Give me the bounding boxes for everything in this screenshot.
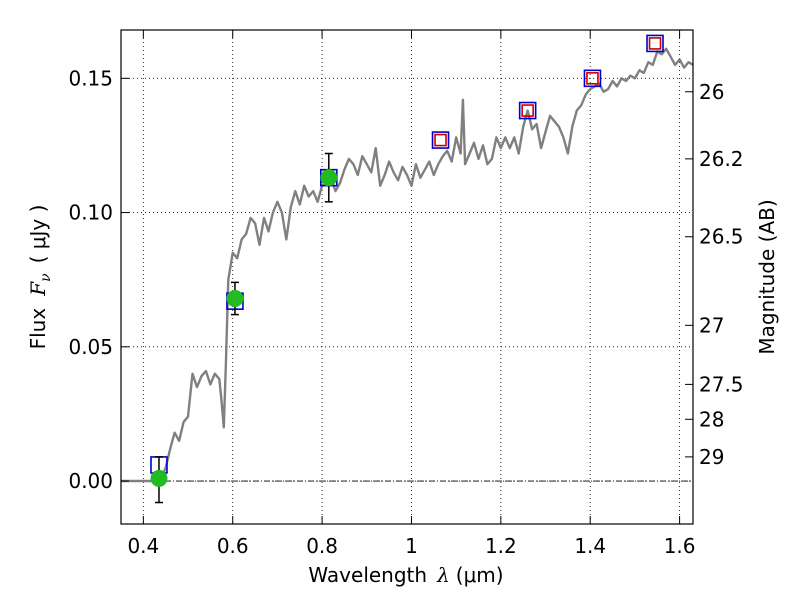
y-axis-ticks: 0.00 0.05 0.10 0.15 bbox=[68, 66, 129, 493]
y-axis-label: Flux Fν ( μJy ) bbox=[26, 205, 54, 350]
y-tick-label: 0.15 bbox=[68, 66, 113, 90]
bandpass-flux-marker bbox=[518, 101, 537, 120]
x-tick-label: 1.4 bbox=[574, 534, 606, 558]
spectrum-line bbox=[121, 47, 693, 483]
magnitude-tick-label: 29 bbox=[699, 445, 724, 469]
y-axis-label-unit: ( μJy ) bbox=[26, 205, 50, 264]
bandpass-flux-marker bbox=[583, 69, 602, 88]
x-tick-label: 0.4 bbox=[127, 534, 159, 558]
y-axis-label-symbol: F bbox=[26, 281, 50, 297]
bandpass-flux-marker bbox=[646, 34, 664, 53]
y-axis-label-subscript: ν bbox=[38, 273, 54, 282]
observed-flux-point bbox=[150, 469, 168, 487]
x-axis-label-symbol: λ bbox=[436, 563, 450, 587]
y-tick-label: 0.00 bbox=[68, 469, 113, 493]
observed-flux-point bbox=[320, 169, 338, 187]
series-layer bbox=[121, 34, 693, 504]
grid bbox=[121, 30, 693, 524]
magnitude-tick-label: 27.5 bbox=[699, 372, 744, 396]
upper-limit-marker bbox=[586, 72, 599, 85]
upper-limit-marker bbox=[434, 133, 447, 147]
y-tick-label: 0.10 bbox=[68, 201, 113, 225]
plot-frame bbox=[120, 29, 694, 525]
observed-flux-point bbox=[226, 289, 244, 307]
x-tick-label: 1.6 bbox=[664, 534, 696, 558]
magnitude-tick-label: 26.5 bbox=[699, 225, 744, 249]
x-tick-label: 0.8 bbox=[306, 534, 338, 558]
x-axis-label-unit: (μm) bbox=[456, 563, 504, 587]
upper-limit-marker bbox=[521, 104, 534, 117]
x-tick-label: 0.6 bbox=[217, 534, 249, 558]
magnitude-axis-label: Magnitude (AB) bbox=[755, 199, 779, 354]
x-axis-ticks: 0.4 0.6 0.8 1 1.2 1.4 1.6 bbox=[127, 30, 696, 558]
y-axis-label-text: Flux bbox=[26, 308, 50, 350]
magnitude-tick-label: 26.2 bbox=[699, 147, 744, 171]
magnitude-axis-ticks: 26 26.2 26.5 27 27.5 28 29 bbox=[685, 80, 744, 469]
upper-limit-marker bbox=[648, 37, 662, 50]
bandpass-flux-marker bbox=[431, 131, 450, 149]
magnitude-tick-label: 27 bbox=[699, 313, 724, 337]
magnitude-tick-label: 28 bbox=[699, 407, 724, 431]
x-axis-label-text: Wavelength bbox=[308, 563, 427, 587]
x-tick-label: 1.2 bbox=[485, 534, 517, 558]
x-axis-label: Wavelength λ (μm) bbox=[308, 563, 503, 587]
magnitude-tick-label: 26 bbox=[699, 80, 724, 104]
x-tick-label: 1 bbox=[405, 534, 418, 558]
y-tick-label: 0.05 bbox=[68, 335, 113, 359]
